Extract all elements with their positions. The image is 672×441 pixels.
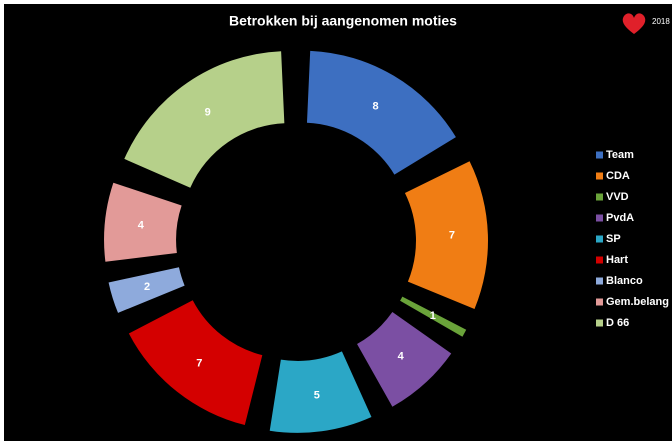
legend-label: SP xyxy=(606,233,621,245)
legend-swatch xyxy=(596,319,603,327)
legend-label: D 66 xyxy=(606,317,629,329)
legend-swatch xyxy=(596,151,603,159)
data-label: 9 xyxy=(205,106,211,118)
data-label: 2 xyxy=(144,281,150,293)
legend-label: PvdA xyxy=(606,212,634,224)
legend-label: Hart xyxy=(606,254,628,266)
legend-swatch xyxy=(596,235,603,243)
legend-swatch xyxy=(596,298,603,306)
doughnut-segment xyxy=(404,161,488,309)
legend-label: CDA xyxy=(606,170,630,182)
data-label: 4 xyxy=(398,351,405,363)
legend-swatch xyxy=(596,214,603,222)
legend-label: Team xyxy=(606,149,634,161)
doughnut-segment xyxy=(357,312,452,407)
data-label: 1 xyxy=(430,310,436,322)
doughnut-segment xyxy=(306,50,456,175)
doughnut-segment xyxy=(108,267,185,313)
doughnut-segment xyxy=(400,296,467,337)
chart-title: Betrokken bij aangenomen moties xyxy=(229,13,457,29)
data-label: 8 xyxy=(372,101,378,113)
doughnut-segment xyxy=(128,300,263,426)
data-label: 5 xyxy=(314,390,320,402)
legend-label: Gem.belang xyxy=(606,296,669,308)
legend-label: Blanco xyxy=(606,275,643,287)
data-label: 7 xyxy=(196,357,202,369)
doughnut-segment xyxy=(104,182,182,262)
data-label: 7 xyxy=(449,230,455,242)
doughnut-segment xyxy=(124,51,285,188)
legend-label: VVD xyxy=(606,191,629,203)
heart-logo xyxy=(622,13,646,34)
legend-swatch xyxy=(596,172,603,180)
doughnut-segment xyxy=(269,351,372,433)
data-label: 4 xyxy=(138,219,145,231)
badge-text: 2018 xyxy=(652,17,670,26)
legend-swatch xyxy=(596,193,603,201)
legend-swatch xyxy=(596,277,603,285)
legend-swatch xyxy=(596,256,603,264)
